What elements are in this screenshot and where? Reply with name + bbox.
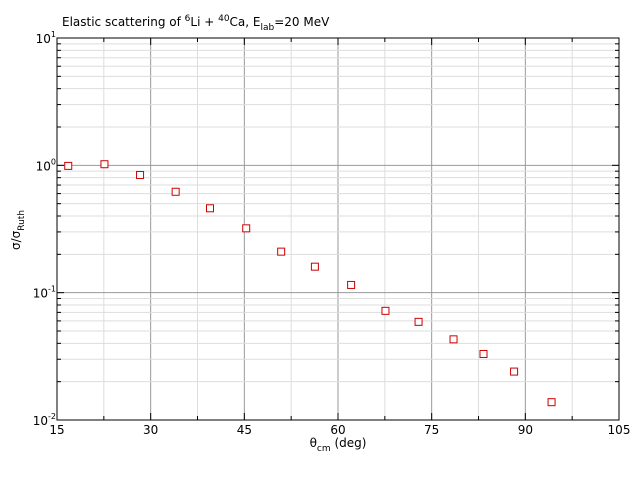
y-tick-label: 10-2: [33, 412, 56, 428]
data-point: [136, 170, 145, 179]
x-tick-label: 90: [518, 423, 533, 437]
data-point: [310, 262, 319, 271]
data-point: [64, 161, 73, 170]
y-tick-labels: 10-2 10-1 100 101: [33, 30, 56, 428]
data-point: [277, 247, 286, 256]
y-axis-label: σ/σRuth: [9, 210, 27, 250]
plot-frame: [56, 37, 620, 421]
chart-title: Elastic scattering of 6Li + 40Ca, Elab=2…: [62, 14, 330, 33]
y-tick-label: 100: [36, 157, 56, 173]
x-tick-label: 45: [237, 423, 252, 437]
data-point: [347, 280, 356, 289]
x-tick-label: 60: [330, 423, 345, 437]
data-point: [510, 367, 519, 376]
data-point: [100, 160, 109, 169]
y-tick-label: 101: [36, 30, 56, 46]
data-point: [547, 398, 556, 407]
x-tick-label: 75: [424, 423, 439, 437]
x-tick-labels: 15 30 45 60 75 90 105: [49, 423, 630, 437]
data-point: [449, 335, 458, 344]
data-point: [242, 224, 251, 233]
x-tick-label: 105: [608, 423, 631, 437]
x-tick-label: 15: [49, 423, 64, 437]
data-point: [414, 317, 423, 326]
data-point: [171, 187, 180, 196]
data-point: [381, 306, 390, 315]
axis-ticks: [56, 38, 620, 421]
x-axis-label: θcm (deg): [310, 436, 367, 454]
data-point: [205, 204, 214, 213]
data-points: [64, 160, 556, 407]
y-tick-label: 10-1: [33, 285, 56, 301]
x-tick-label: 30: [143, 423, 158, 437]
data-point: [479, 349, 488, 358]
